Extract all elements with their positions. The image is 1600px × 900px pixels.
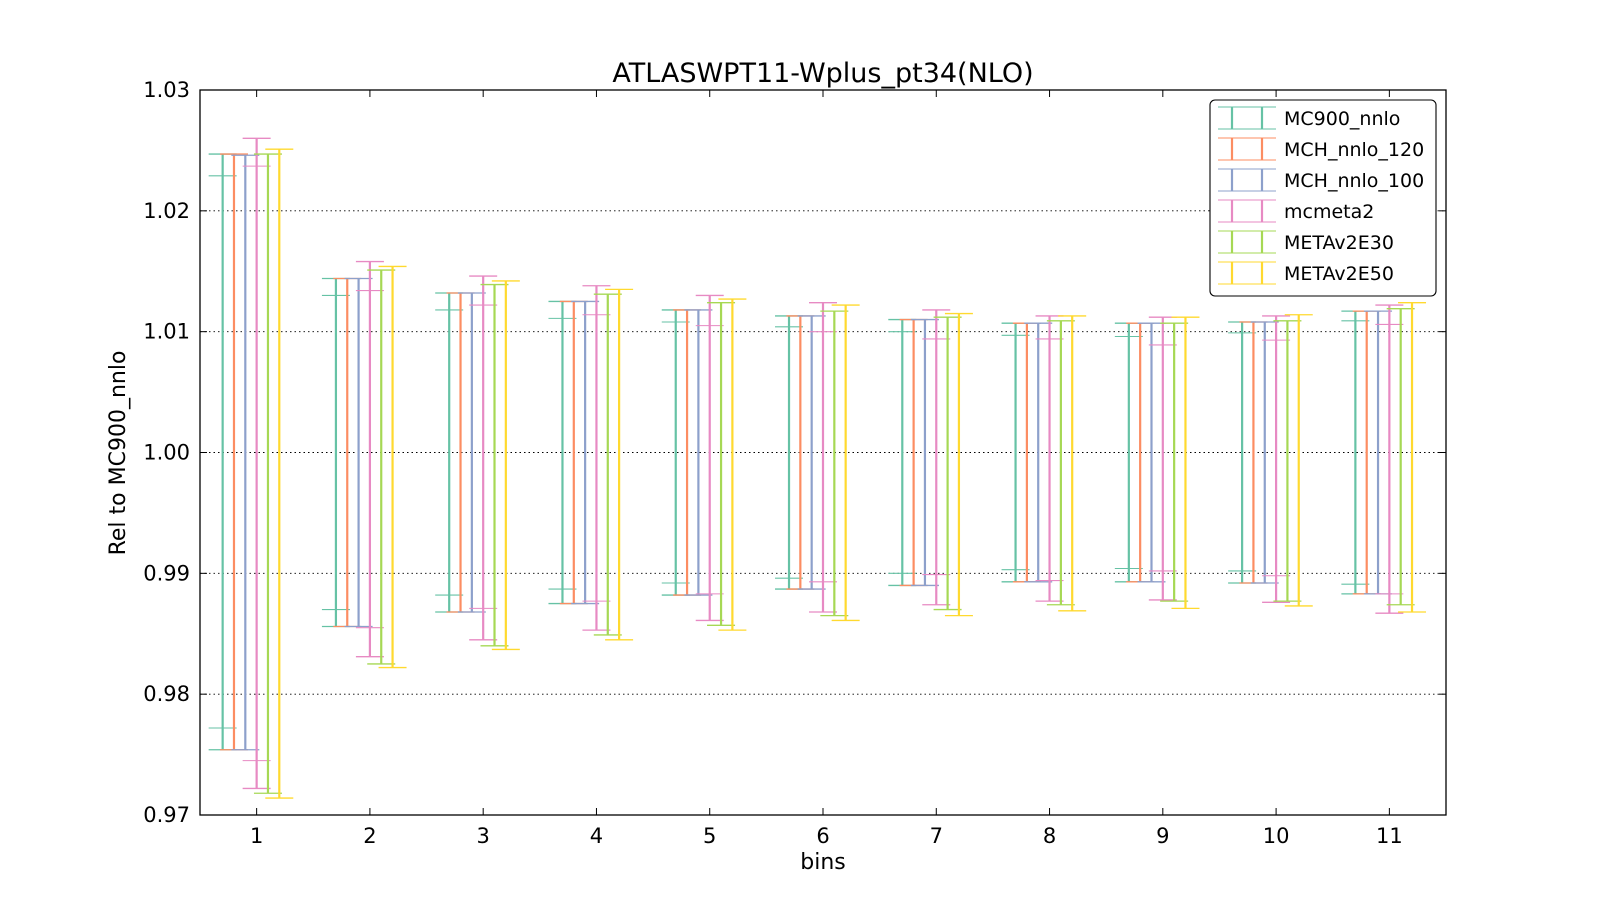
- y-tick-label: 1.01: [143, 320, 190, 344]
- legend-item: MCH_nnlo_120: [1218, 137, 1424, 161]
- x-tick-label: 5: [703, 824, 716, 848]
- chart-title: ATLASWPT11-Wplus_pt34(NLO): [612, 58, 1033, 89]
- legend-item: MC900_nnlo: [1218, 106, 1400, 130]
- y-axis-label: Rel to MC900_nnlo: [106, 351, 131, 556]
- errorbar-group: [208, 137, 1427, 799]
- x-axis-label: bins: [800, 850, 845, 875]
- series-METAv2E30: [253, 153, 1415, 794]
- x-tick-label: 6: [816, 824, 829, 848]
- legend-item: METAv2E50: [1218, 261, 1394, 285]
- legend-box: [1209, 99, 1437, 297]
- legend-label: METAv2E30: [1284, 232, 1394, 254]
- y-tick-label: 1.02: [143, 199, 190, 223]
- x-tick-label: 3: [476, 824, 489, 848]
- legend-label: mcmeta2: [1284, 201, 1374, 223]
- y-tick-label: 0.98: [143, 682, 190, 706]
- grid: [200, 210, 1446, 695]
- series-MCH_nnlo_120: [219, 153, 1381, 751]
- x-tick-label: 9: [1156, 824, 1169, 848]
- series-MC900_nnlo: [208, 153, 1370, 751]
- legend: MC900_nnlo MCH_nnlo_120 MCH_nnlo_100mcmeta…: [1209, 99, 1437, 297]
- x-tick-label: 11: [1376, 824, 1403, 848]
- x-tick-label: 8: [1043, 824, 1056, 848]
- x-axis: 1 2 3 4 5 6 7 8 9 10 11: [250, 90, 1403, 848]
- y-tick-label: 0.97: [143, 803, 190, 827]
- y-axis: 0.97 0.98 0.99 1.00 1.01 1.02 1.03: [143, 78, 1446, 827]
- series-mcmeta2: [242, 137, 1404, 790]
- x-tick-label: 10: [1263, 824, 1290, 848]
- y-tick-label: 0.99: [143, 561, 190, 585]
- legend-label: MC900_nnlo: [1284, 108, 1400, 130]
- legend-label: METAv2E50: [1284, 263, 1394, 285]
- y-tick-label: 1.03: [143, 78, 190, 102]
- x-tick-label: 2: [363, 824, 376, 848]
- x-tick-label: 1: [250, 824, 263, 848]
- legend-label: MCH_nnlo_120: [1284, 139, 1424, 161]
- legend-label: MCH_nnlo_100: [1284, 170, 1424, 192]
- legend-item: MCH_nnlo_100: [1218, 168, 1424, 192]
- y-tick-label: 1.00: [143, 441, 190, 465]
- series-MCH_nnlo_100: [231, 154, 1393, 751]
- series-METAv2E50: [265, 148, 1427, 799]
- legend-item: mcmeta2: [1218, 199, 1374, 223]
- x-tick-label: 7: [930, 824, 943, 848]
- legend-item: METAv2E30: [1218, 230, 1394, 254]
- x-tick-label: 4: [590, 824, 603, 848]
